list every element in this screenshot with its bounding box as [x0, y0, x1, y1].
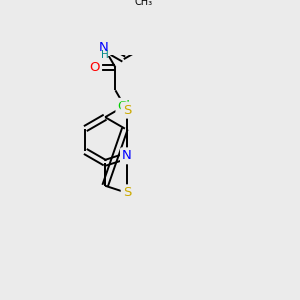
- Text: S: S: [123, 186, 131, 199]
- Text: N: N: [122, 149, 132, 162]
- Text: CH₃: CH₃: [134, 0, 153, 7]
- Text: Cl: Cl: [117, 100, 130, 113]
- Text: H: H: [101, 50, 109, 60]
- Text: N: N: [99, 41, 109, 54]
- Text: S: S: [123, 103, 131, 117]
- Text: O: O: [90, 61, 100, 74]
